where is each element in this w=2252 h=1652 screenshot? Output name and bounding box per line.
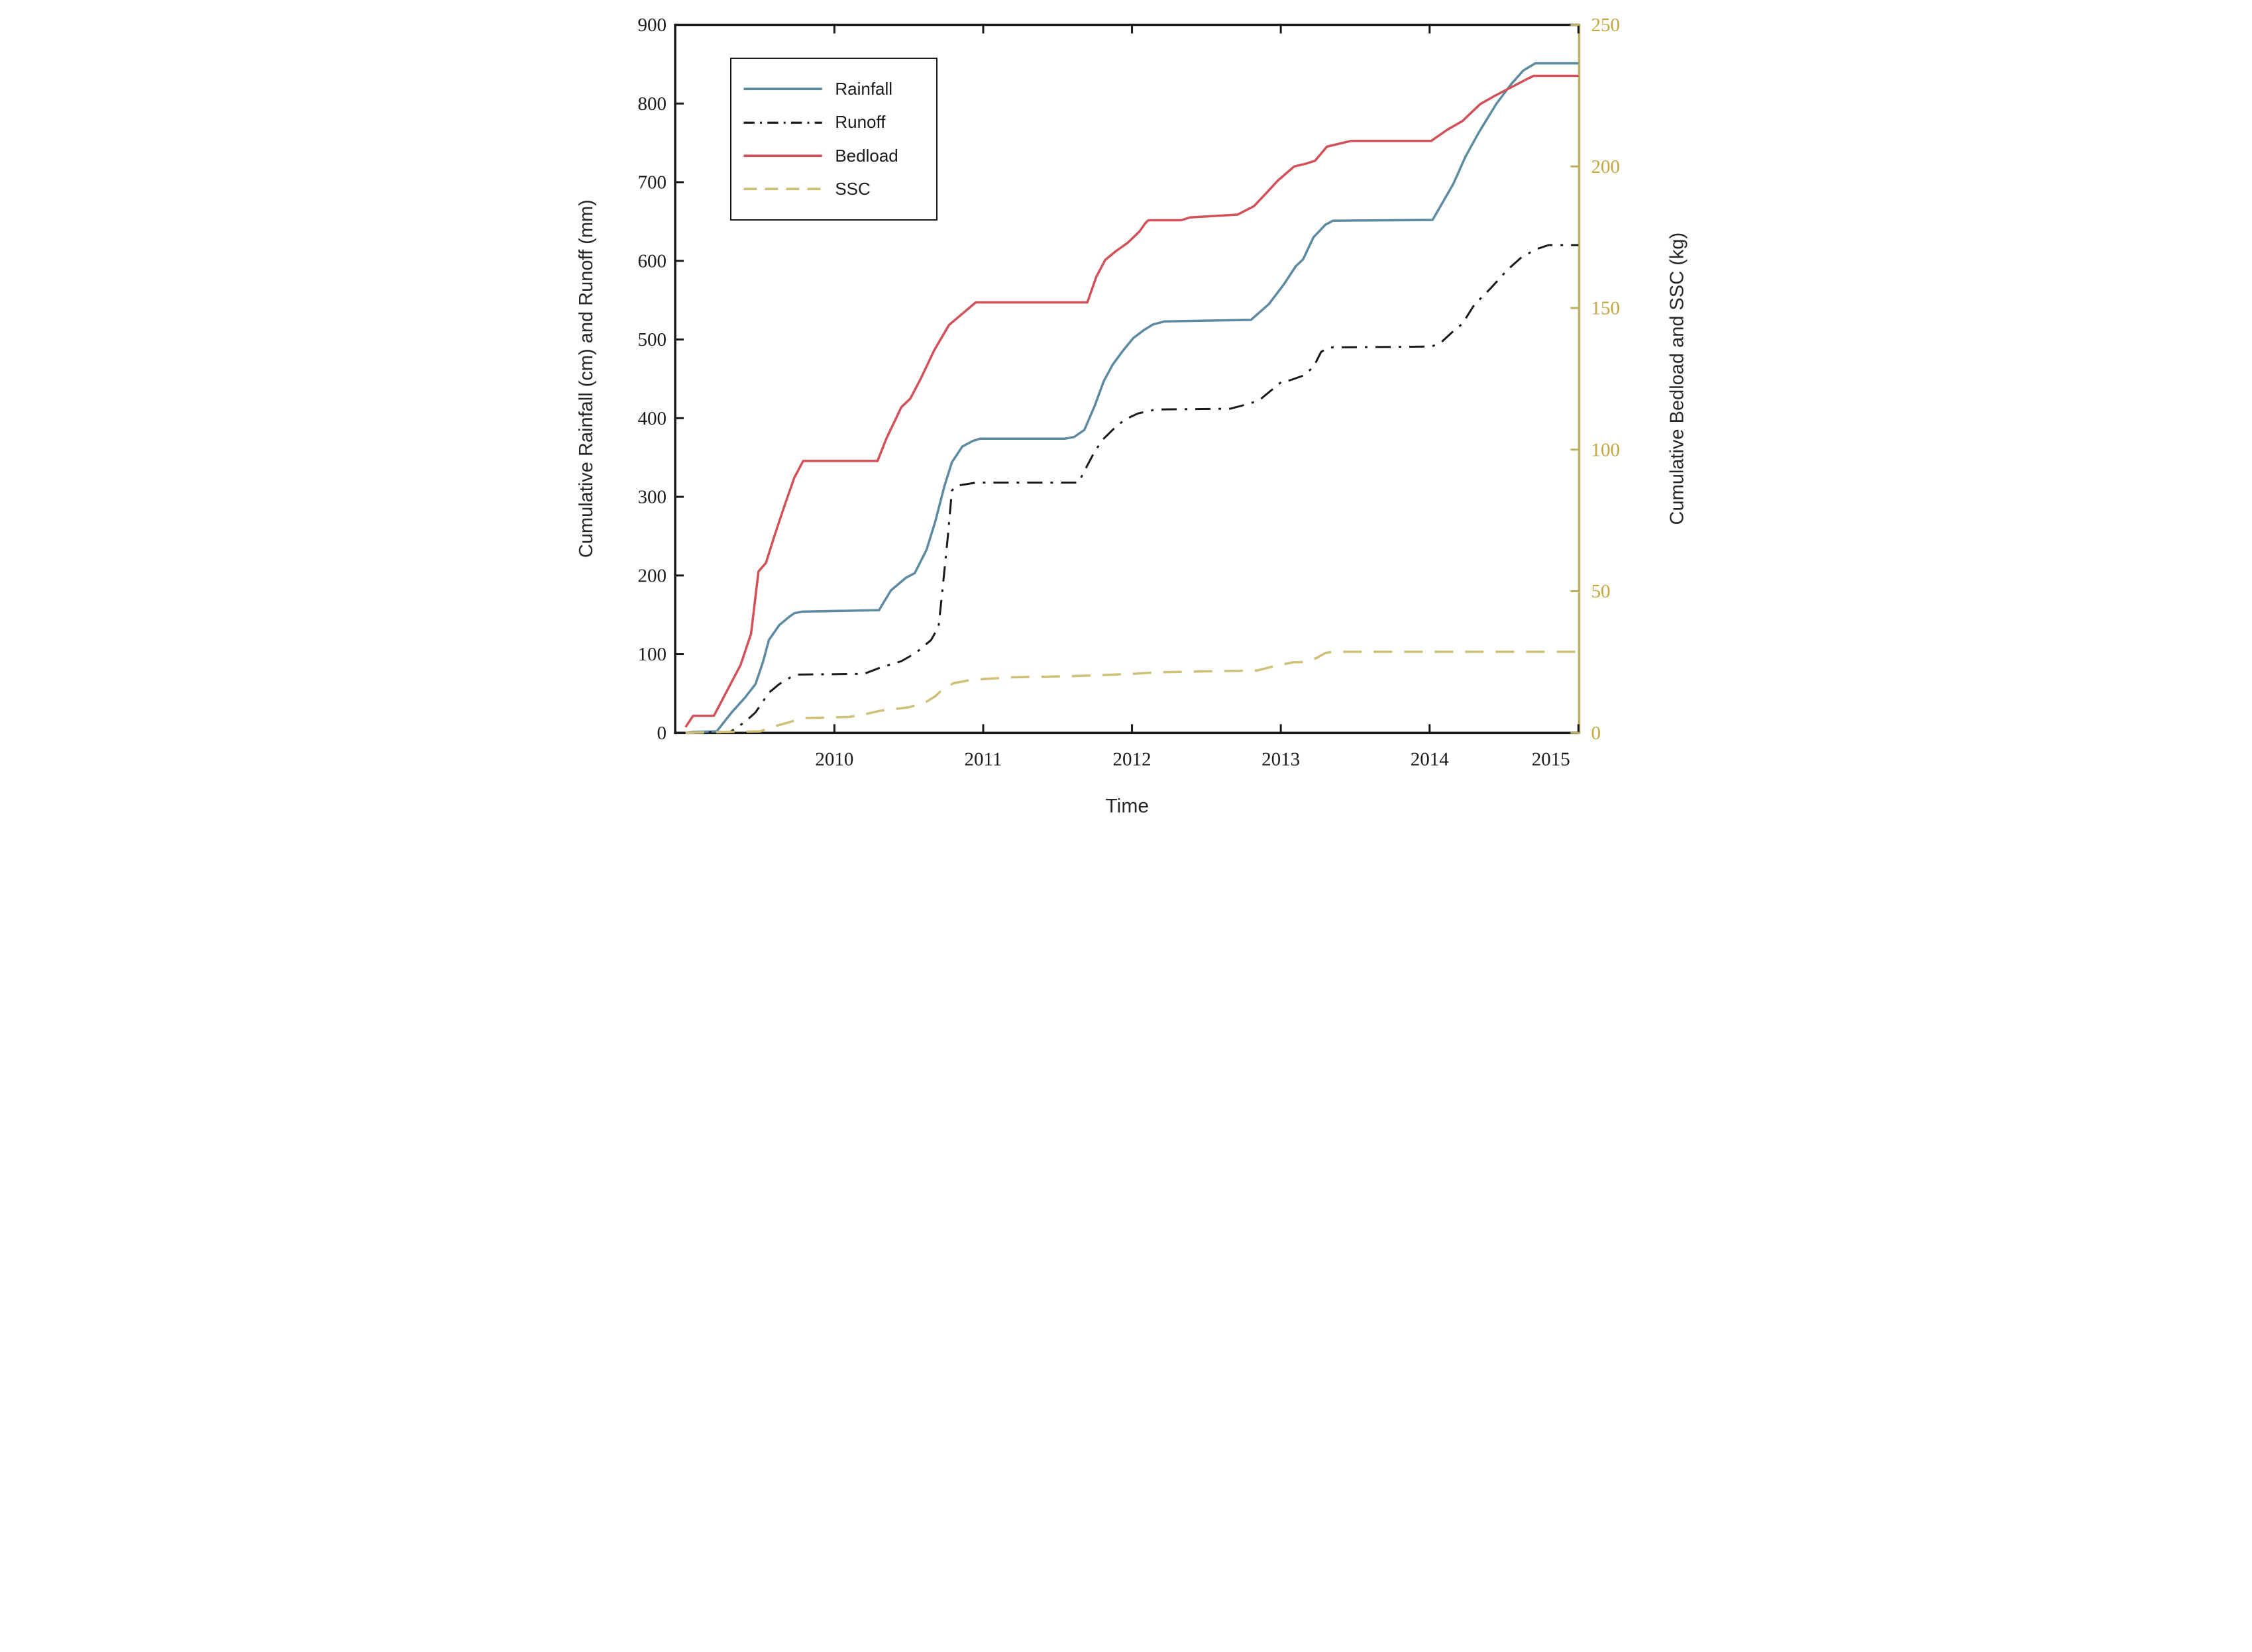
legend-label-rainfall: Rainfall [835, 79, 893, 99]
x-axis-title: Time [1105, 795, 1149, 817]
plot-border [673, 23, 1580, 735]
legend-line-runoff [742, 121, 824, 125]
right-axis-title: Cumulative Bedload and SSC (kg) [1666, 232, 1688, 525]
left-tick-label: 800 [637, 93, 667, 115]
left-tick-label: 900 [637, 15, 667, 36]
right-tick-label: 100 [1591, 439, 1619, 460]
legend-label-ssc: SSC [835, 178, 871, 199]
series-line-ssc [685, 650, 1578, 735]
right-axis-ticks: 0 50 100 150 200 250 [1570, 15, 1619, 744]
legend-label-runoff: Runoff [835, 112, 886, 132]
series-group [684, 62, 1578, 735]
x-tick-label: 2013 [1261, 749, 1300, 770]
left-tick-label: 400 [637, 408, 667, 429]
right-tick-label: 250 [1591, 15, 1619, 36]
left-tick-label: 700 [637, 172, 667, 193]
series-line-bedload [684, 74, 1578, 728]
left-tick-label: 0 [657, 723, 667, 744]
x-tick-label: 2011 [964, 749, 1002, 770]
right-tick-label: 0 [1591, 723, 1601, 744]
right-tick-label: 150 [1591, 298, 1619, 319]
legend-box: Rainfall Runoff Bedload SSC [730, 58, 938, 221]
x-tick-label: 2012 [1112, 749, 1151, 770]
chart-canvas: 2010 2011 2012 2013 2014 20150100200300400500… [576, 15, 1688, 817]
left-tick-label: 100 [637, 644, 667, 665]
series-line-runoff [685, 244, 1578, 734]
legend-item-runoff: Runoff [731, 112, 936, 132]
legend-item-bedload: Bedload [731, 146, 936, 166]
left-axis-title: Cumulative Rainfall (cm) and Runoff (mm) [576, 199, 597, 558]
left-tick-label: 500 [637, 329, 667, 350]
series-line-rainfall [685, 62, 1578, 735]
legend-line-ssc [742, 187, 824, 191]
left-tick-label: 200 [637, 565, 667, 586]
legend-line-rainfall [742, 87, 824, 91]
x-tick-label: 2010 [815, 749, 853, 770]
right-tick-label: 200 [1591, 156, 1619, 178]
right-tick-label: 50 [1591, 581, 1610, 602]
left-tick-label: 600 [637, 250, 667, 272]
legend-item-ssc: SSC [731, 179, 936, 199]
legend-label-bedload: Bedload [835, 145, 898, 166]
x-tick-label: 2015 [1531, 749, 1570, 770]
figure-root: 2010 2011 2012 2013 2014 2015 0 100 200 300 400 500… [563, 0, 1689, 827]
left-axis-ticks: 0 100 200 300 400 500 600 700 800 900 [637, 15, 684, 744]
x-axis-ticks: 2010 2011 2012 2013 2014 2015 [815, 25, 1580, 770]
legend-line-bedload [742, 154, 824, 158]
x-tick-label: 2014 [1410, 749, 1449, 770]
legend-item-rainfall: Rainfall [731, 79, 936, 99]
left-tick-label: 300 [637, 487, 667, 508]
